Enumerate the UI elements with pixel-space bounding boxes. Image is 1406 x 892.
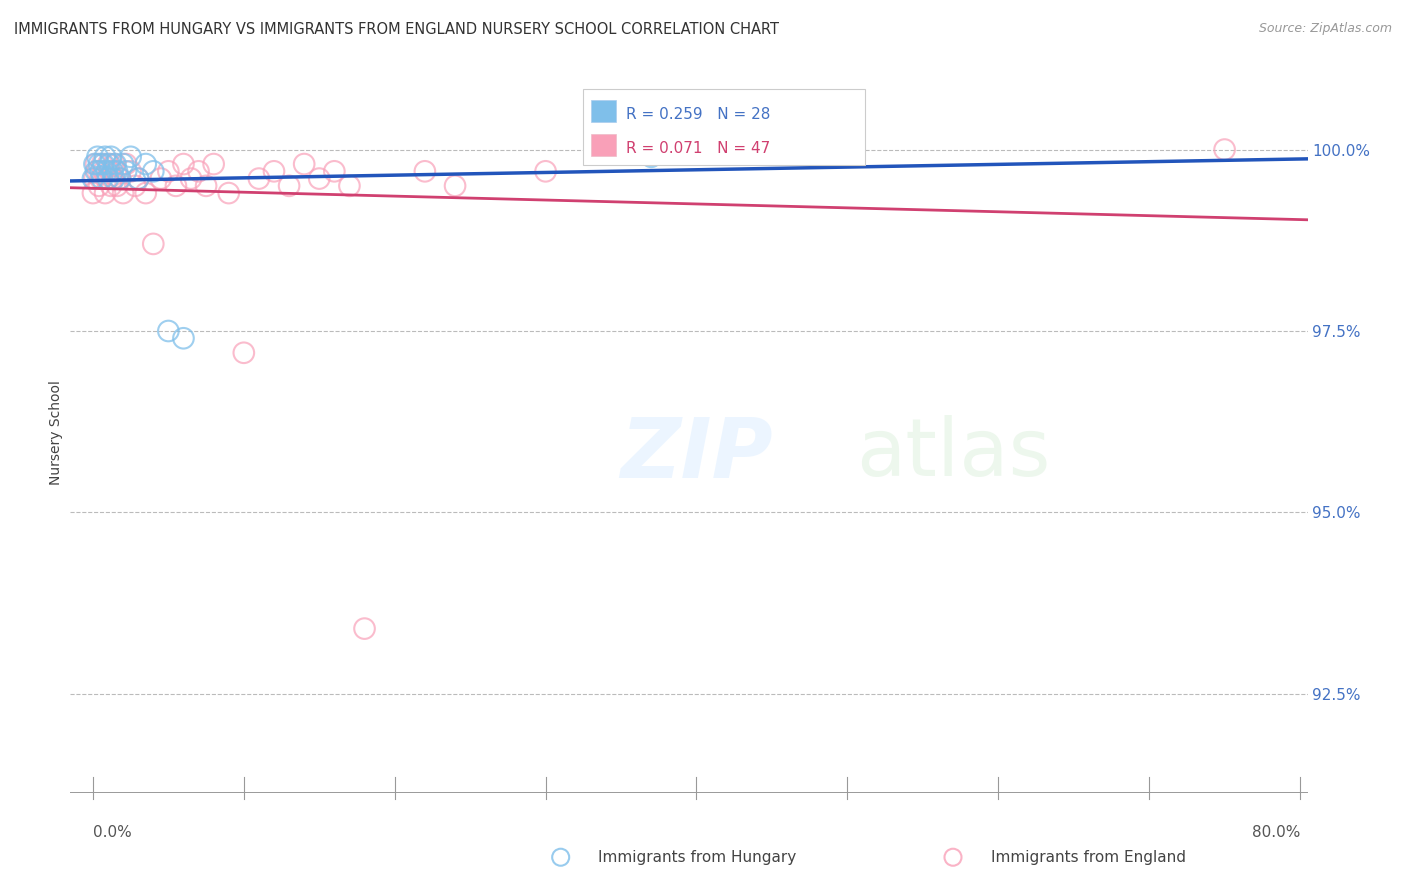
Point [942,850,965,864]
Text: R = 0.071   N = 47: R = 0.071 N = 47 [626,141,770,155]
Point [108,171,131,186]
Text: IMMIGRANTS FROM HUNGARY VS IMMIGRANTS FROM ENGLAND NURSERY SCHOOL CORRELATION CH: IMMIGRANTS FROM HUNGARY VS IMMIGRANTS FR… [14,22,779,37]
Point [87,178,110,193]
Point [187,164,209,178]
Point [105,164,128,178]
Point [91,157,114,171]
Point [94,150,117,164]
Point [104,157,127,171]
Point [165,178,187,193]
Point [149,171,172,186]
Point [84,157,107,171]
Text: Immigrants from England: Immigrants from England [991,850,1185,864]
Point [112,157,135,171]
Point [353,622,375,636]
Point [83,171,105,186]
Point [97,157,120,171]
Point [120,150,142,164]
Point [94,186,117,200]
Point [323,164,346,178]
Point [135,157,157,171]
Point [745,143,768,157]
Point [278,178,301,193]
Point [103,157,125,171]
Point [127,171,149,186]
Point [104,164,127,178]
Point [308,171,330,186]
Point [100,178,122,193]
Point [101,164,124,178]
Point [339,178,361,193]
Point [127,171,149,186]
Point [93,157,115,171]
Point [172,331,194,345]
Point [172,157,194,171]
Text: 80.0%: 80.0% [1251,824,1301,839]
Point [157,324,180,338]
Point [101,171,124,186]
Text: ZIP: ZIP [620,414,773,495]
Point [534,164,557,178]
Point [96,164,118,178]
Text: Immigrants from Hungary: Immigrants from Hungary [599,850,797,864]
Point [103,171,125,186]
Point [86,150,108,164]
Point [444,178,467,193]
Point [195,178,218,193]
Point [96,171,118,186]
Point [180,171,202,186]
Point [93,164,115,178]
Point [124,178,146,193]
Point [218,186,240,200]
Point [263,164,285,178]
Point [142,236,165,251]
Text: atlas: atlas [856,416,1050,493]
Point [98,157,121,171]
Text: 0.0%: 0.0% [93,824,132,839]
Y-axis label: Nursery School: Nursery School [49,380,63,485]
Text: Source: ZipAtlas.com: Source: ZipAtlas.com [1258,22,1392,36]
Text: R = 0.259   N = 28: R = 0.259 N = 28 [626,107,770,121]
Point [142,164,165,178]
Point [115,164,138,178]
Point [86,164,108,178]
Point [292,157,315,171]
Point [202,157,225,171]
Point [115,157,138,171]
Point [550,850,572,864]
Point [232,345,254,359]
Point [83,157,105,171]
Point [82,186,104,200]
Point [98,164,121,178]
Point [135,186,157,200]
Point [97,171,120,186]
Point [82,171,104,186]
Point [108,171,131,186]
Point [413,164,436,178]
Point [157,164,180,178]
Point [89,164,111,178]
Point [84,164,107,178]
Point [247,171,270,186]
Point [91,171,114,186]
Point [89,171,111,186]
Point [1213,143,1236,157]
Point [100,150,122,164]
Point [105,178,128,193]
Point [112,186,135,200]
Point [640,150,662,164]
Point [120,164,142,178]
Point [87,157,110,171]
